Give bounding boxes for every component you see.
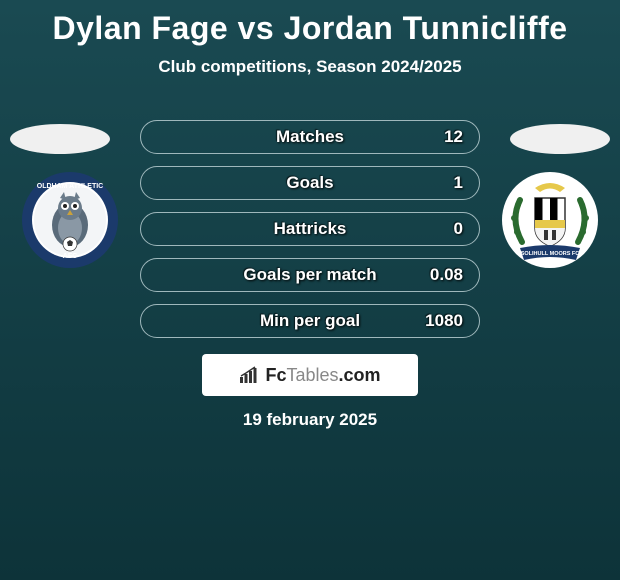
- stats-table: Matches 12 Goals 1 Hattricks 0 Goals per…: [140, 120, 480, 350]
- stat-value-right: 1: [454, 173, 463, 193]
- subtitle: Club competitions, Season 2024/2025: [0, 57, 620, 77]
- stat-row-matches: Matches 12: [140, 120, 480, 154]
- svg-text:AFC: AFC: [63, 253, 77, 260]
- svg-text:OLDHAM ATHLETIC: OLDHAM ATHLETIC: [37, 183, 104, 190]
- logo-text: FcTables.com: [265, 365, 380, 386]
- stat-value-right: 12: [444, 127, 463, 147]
- stat-label: Hattricks: [274, 219, 347, 239]
- stat-label: Matches: [276, 127, 344, 147]
- logo-dotcom: .com: [339, 365, 381, 385]
- player-photo-right: [510, 124, 610, 154]
- page-title: Dylan Fage vs Jordan Tunnicliffe: [0, 0, 620, 47]
- stat-row-gpm: Goals per match 0.08: [140, 258, 480, 292]
- stat-row-goals: Goals 1: [140, 166, 480, 200]
- stat-value-right: 1080: [425, 311, 463, 331]
- logo-tables: Tables: [286, 365, 338, 385]
- fctables-logo[interactable]: FcTables.com: [202, 354, 418, 396]
- stat-value-right: 0.08: [430, 265, 463, 285]
- stat-label: Goals: [286, 173, 333, 193]
- svg-text:SOLIHULL MOORS FC: SOLIHULL MOORS FC: [521, 251, 580, 257]
- stat-row-mpg: Min per goal 1080: [140, 304, 480, 338]
- bar-chart-icon: [239, 366, 259, 384]
- logo-fc: Fc: [265, 365, 286, 385]
- player-photo-left: [10, 124, 110, 154]
- date-text: 19 february 2025: [0, 410, 620, 430]
- stat-label: Min per goal: [260, 311, 360, 331]
- stat-label: Goals per match: [243, 265, 376, 285]
- club-badge-right: SOLIHULL MOORS FC: [500, 170, 600, 270]
- club-badge-left: OLDHAM ATHLETIC AFC: [20, 170, 120, 270]
- stat-value-right: 0: [454, 219, 463, 239]
- stat-row-hattricks: Hattricks 0: [140, 212, 480, 246]
